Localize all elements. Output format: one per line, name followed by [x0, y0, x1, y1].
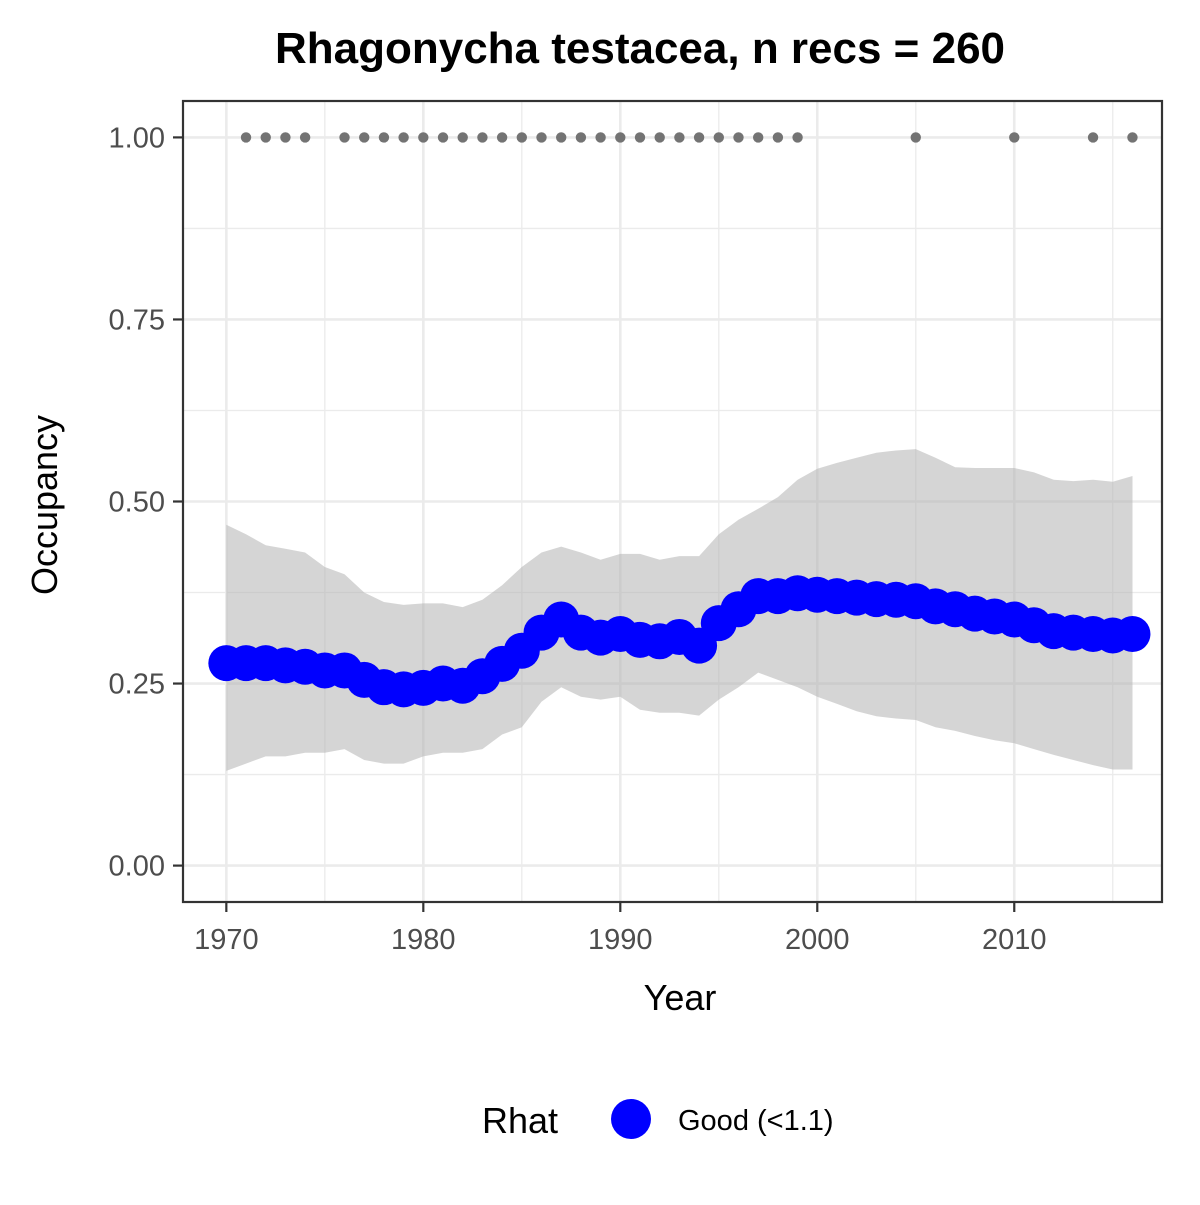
record-point	[792, 132, 803, 143]
record-point	[516, 132, 528, 143]
x-tick-label: 2010	[982, 924, 1047, 956]
record-point	[457, 132, 468, 143]
record-point	[359, 132, 370, 143]
record-point	[595, 132, 606, 143]
record-point	[1009, 132, 1020, 143]
records-layer	[240, 132, 1138, 143]
record-point	[240, 132, 252, 143]
x-axis-title: Year	[644, 977, 717, 1018]
record-point	[1127, 132, 1138, 143]
record-point	[654, 132, 665, 143]
record-point	[772, 132, 784, 143]
record-point	[575, 132, 587, 143]
record-point	[674, 132, 685, 143]
x-tick-label: 2000	[785, 924, 850, 956]
y-tick-label: 0.75	[109, 304, 165, 336]
record-point	[378, 132, 390, 143]
record-point	[1087, 132, 1099, 143]
chart-title: Rhagonycha testacea, n recs = 260	[275, 24, 1005, 73]
record-point	[910, 132, 921, 143]
record-point	[418, 132, 429, 143]
x-tick-label: 1980	[391, 924, 456, 956]
record-point	[733, 132, 744, 143]
legend: Rhat Good (<1.1)	[482, 1099, 834, 1141]
record-point	[437, 132, 449, 143]
record-point	[556, 132, 567, 143]
record-point	[693, 132, 705, 143]
y-tick-label: 0.00	[109, 851, 165, 883]
x-tick-label: 1970	[194, 924, 259, 956]
x-axis: 1970 1980 1990 2000 2010	[194, 902, 1047, 956]
y-tick-label: 0.25	[109, 669, 165, 701]
y-axis: 0.00 0.25 0.50 0.75 1.00	[109, 122, 183, 883]
record-point	[280, 132, 291, 143]
record-point	[615, 132, 626, 143]
legend-key-good	[611, 1099, 651, 1139]
record-point	[713, 132, 724, 143]
record-point	[260, 132, 271, 143]
x-tick-label: 1990	[588, 924, 653, 956]
legend-title: Rhat	[482, 1100, 558, 1141]
record-point	[496, 132, 508, 143]
occupancy-point	[1114, 616, 1151, 653]
record-point	[299, 132, 311, 143]
y-tick-label: 0.50	[109, 487, 165, 519]
record-point	[536, 132, 547, 143]
record-point	[398, 132, 409, 143]
record-point	[752, 132, 764, 143]
y-axis-title: Occupancy	[24, 415, 65, 595]
record-point	[634, 132, 646, 143]
record-point	[477, 132, 488, 143]
points-layer	[208, 575, 1151, 708]
y-tick-label: 1.00	[109, 122, 165, 154]
record-point	[339, 132, 350, 143]
legend-label-good: Good (<1.1)	[678, 1105, 834, 1137]
